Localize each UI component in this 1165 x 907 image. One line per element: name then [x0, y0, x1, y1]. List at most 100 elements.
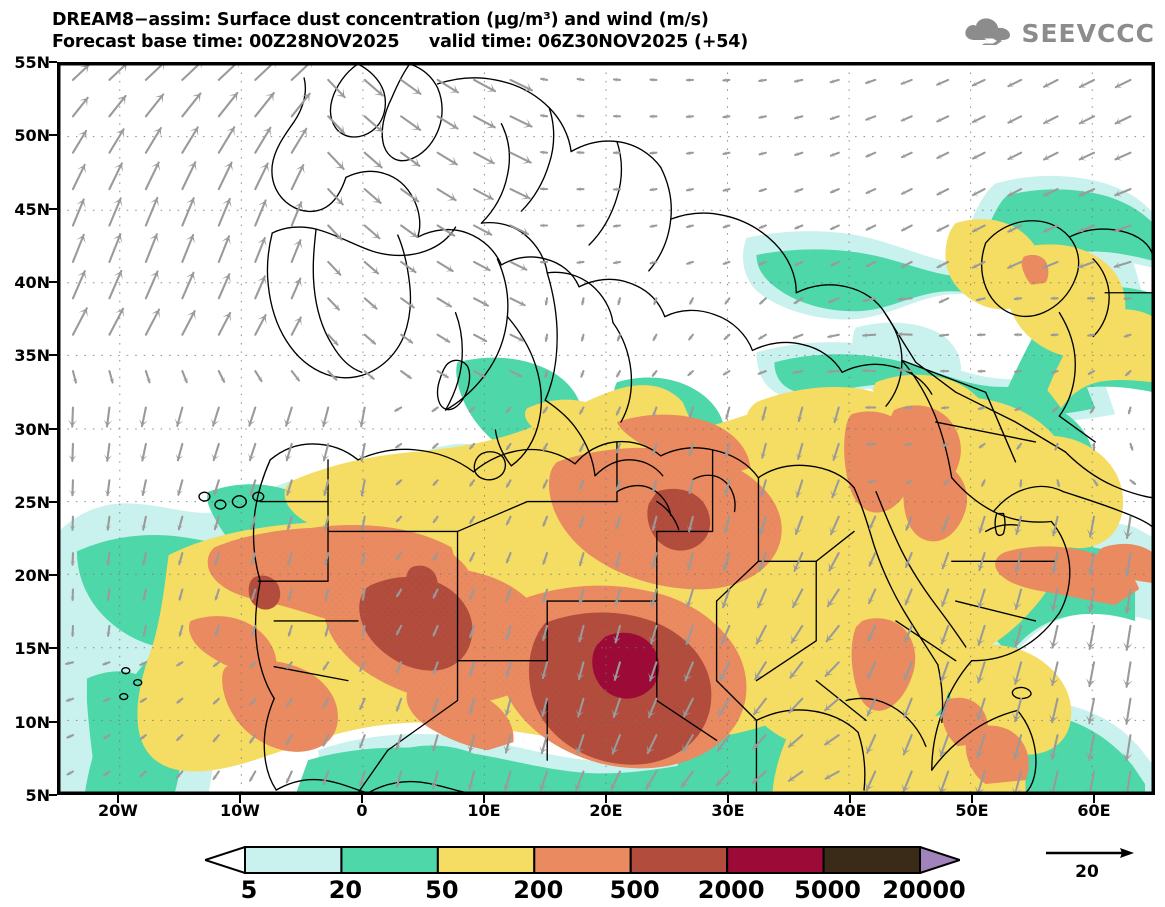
wind-vector [827, 370, 840, 373]
wind-vector [1126, 515, 1132, 540]
wind-vector-head [211, 453, 220, 461]
wind-vector-head [758, 526, 767, 534]
wind-vector [832, 442, 840, 461]
colorbar-tick-labels: 5 20 50 200 500 2000 5000 20000 [0, 876, 1165, 906]
wind-vector [866, 697, 877, 717]
wind-vector-head [541, 223, 545, 229]
wind-vector [505, 661, 512, 678]
wind-vector-head [682, 708, 692, 717]
wind-vector-head [1043, 190, 1051, 197]
wind-vector-head [684, 636, 693, 644]
wind-vector [688, 442, 694, 457]
wind-vector-head [228, 92, 238, 102]
wind-vector-head [903, 671, 912, 680]
wind-vector [757, 588, 767, 609]
wind-vector [106, 552, 111, 566]
wind-vector-head [866, 670, 875, 678]
wind-vector-head [177, 559, 183, 565]
wind-vector-head [1012, 675, 1023, 684]
wind-vector-head [395, 406, 400, 412]
wind-vector-head [293, 317, 302, 326]
wind-vector-head [113, 270, 123, 280]
wind-vector-head [1014, 296, 1019, 301]
wind-vector [1007, 151, 1023, 161]
wind-vector [359, 697, 366, 711]
wind-vector [287, 552, 293, 566]
wind-vector-field [65, 64, 1137, 793]
wind-vector-head [248, 488, 256, 495]
wind-vector-head [410, 157, 420, 166]
wind-vector-head [176, 773, 182, 778]
wind-vector [1007, 260, 1023, 269]
wind-vector [285, 770, 293, 784]
wind-vector-head [940, 598, 949, 606]
wind-vector-head [1018, 482, 1024, 487]
wind-vector [250, 552, 257, 566]
wind-vector-head [469, 407, 475, 412]
wind-vector [1051, 624, 1059, 649]
wind-vector-head [578, 522, 584, 528]
wind-vector [941, 588, 950, 607]
wind-vector [1078, 151, 1096, 161]
stipple-overlay [207, 447, 782, 769]
wind-vector-head [1128, 445, 1134, 450]
wind-vector [688, 515, 694, 533]
wind-vector-head [433, 593, 438, 598]
wind-vector-head [938, 709, 949, 719]
longitude-tick-mark [1093, 795, 1095, 803]
wind-vector-head [334, 195, 343, 205]
wind-vector-head [1011, 786, 1022, 793]
wind-vector-head [395, 742, 402, 749]
wind-vector-head [320, 418, 330, 427]
wind-vector-head [759, 489, 767, 496]
latitude-tick-label: 5N [25, 786, 50, 805]
wind-vector [868, 552, 877, 567]
wind-vector-head [904, 405, 908, 411]
wind-vector-head [941, 368, 945, 374]
wind-vector [254, 126, 272, 154]
wind-vector [287, 588, 293, 601]
wind-vector [473, 333, 488, 343]
wind-vector [865, 78, 877, 85]
wind-vector [787, 770, 804, 782]
wind-vector [724, 515, 731, 534]
colorbar-tick-label: 2000 [697, 876, 765, 904]
wind-vector-head [76, 234, 86, 244]
longitude-tick-mark [849, 795, 851, 803]
wind-vector-head [616, 371, 622, 377]
wind-vector [432, 697, 439, 714]
wind-vector-head [470, 481, 475, 486]
wind-vector [824, 734, 840, 746]
wind-vector-head [67, 770, 73, 775]
wind-vector [796, 479, 804, 498]
wind-vector-head [795, 489, 803, 497]
wind-vector [867, 624, 877, 642]
wind-vector-head [760, 414, 767, 420]
wind-vector-head [687, 487, 694, 494]
wind-vector [327, 224, 343, 241]
wind-vector-head [789, 704, 798, 713]
wind-vector [828, 552, 840, 572]
wind-vector [539, 770, 549, 792]
wind-vector-head [795, 261, 800, 266]
wind-vector-head [646, 744, 655, 754]
wind-vector-head [830, 188, 836, 194]
wind-vector [287, 624, 293, 637]
wind-vector-head [1127, 409, 1133, 414]
wind-vector-head [407, 301, 414, 308]
wind-vector [723, 552, 731, 572]
page-title: DREAM8−assim: Surface dust concentration… [52, 10, 709, 30]
wind-vector [360, 442, 366, 462]
wind-vector [792, 370, 804, 374]
wind-vector [1014, 697, 1023, 723]
wind-vector-head [614, 259, 619, 265]
wind-vector-head [1088, 369, 1094, 375]
wind-vector [141, 479, 147, 496]
wind-vector [1078, 115, 1096, 125]
wind-vector-head [469, 594, 474, 599]
wind-vector-head [178, 595, 183, 600]
wind-vector [612, 697, 621, 719]
wind-vector [1125, 697, 1132, 725]
wind-vector [577, 697, 585, 718]
wind-vector-head [516, 372, 522, 377]
